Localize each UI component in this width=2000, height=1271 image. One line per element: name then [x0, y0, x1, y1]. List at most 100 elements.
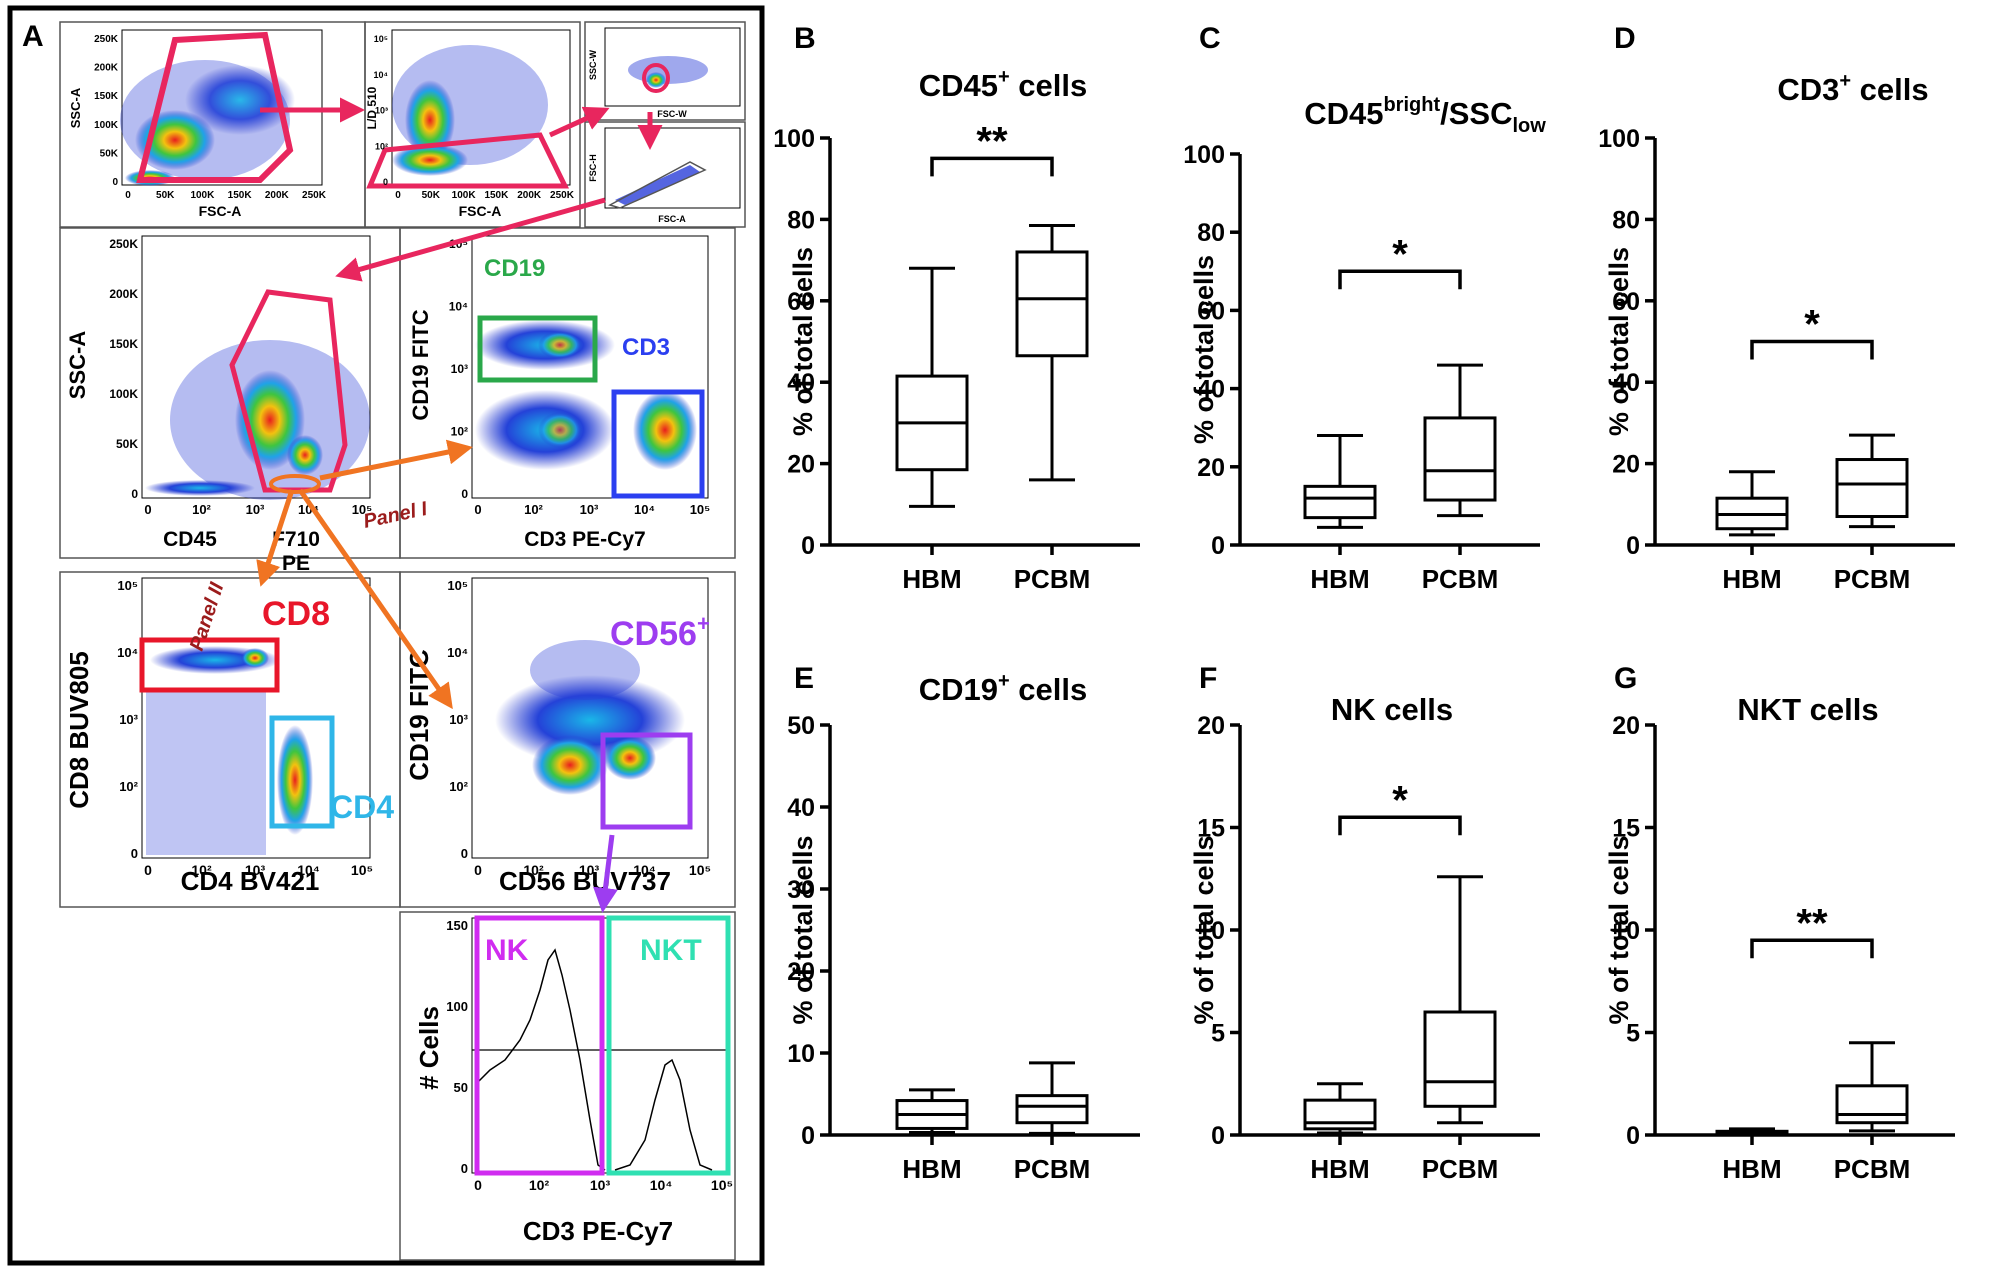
flow-xtick-label: 150K: [484, 190, 509, 201]
plot9-yticks: 150 100 50 0: [446, 918, 468, 1176]
flow-xtick-label: 10²: [529, 1177, 550, 1193]
x-category-label: HBM: [902, 564, 961, 594]
plot9-xlabel: CD3 PE-Cy7: [523, 1216, 673, 1246]
plot1-yticks: 250K 200K 150K 100K 50K 0: [94, 34, 119, 188]
box-hbm: [1715, 470, 1789, 537]
flow-ytick-label: 50: [454, 1080, 468, 1095]
arrow-to-cd4-cd8: [256, 489, 295, 587]
chart-title: CD3+ cells: [1777, 70, 1928, 107]
flow-ytick-label: 150: [446, 918, 468, 933]
box-pcbm: [1423, 363, 1497, 518]
significance-label: **: [976, 119, 1008, 163]
y-tick-label: 15: [1612, 815, 1640, 843]
panel-a: A SSC-A FSC-A 250K 200K 150K 100K 50K 0 0 50K 1…: [7, 5, 765, 1266]
plot6-xlabel: CD3 PE-Cy7: [524, 528, 645, 551]
arrow-to-histogram: [593, 834, 618, 913]
flow-xtick-label: 10²: [523, 862, 544, 878]
gate-cd19: [477, 315, 598, 383]
y-tick-label: 20: [787, 451, 815, 479]
flow-plot-cd3-cd19: CD19 CD3 CD19 FITC CD3 PE-Cy7 10⁵ 10⁴ 10³ 1…: [399, 227, 736, 559]
plot2-xticks: 0 50K 100K 150K 200K 250K: [395, 190, 575, 201]
significance-label: *: [1804, 303, 1820, 347]
plot3-ylabel: SSC-W: [588, 49, 598, 80]
plot8-yticks: 10⁵ 10⁴ 10³ 10² 0: [447, 578, 469, 861]
y-tick-label: 0: [1626, 532, 1640, 560]
plot7-xticks: 0 10² 10³ 10⁴ 10⁵: [144, 862, 373, 878]
flow-ytick-label: 200K: [94, 63, 119, 74]
y-tick-label: 60: [1612, 288, 1640, 316]
panel-letter: B: [794, 22, 816, 55]
flow-ytick-label: 0: [112, 177, 118, 188]
y-tick-label: 10: [1197, 917, 1225, 945]
plot4-xlabel: FSC-A: [658, 214, 686, 224]
plot9-ylabel: # Cells: [414, 1006, 444, 1090]
significance-bracket: [1750, 938, 1874, 959]
plot2-ylabel: L/D 510: [365, 86, 379, 129]
flow-ytick-label: 10⁴: [374, 70, 388, 80]
box-iqr: [1303, 484, 1377, 520]
flow-xtick-label: 50K: [156, 190, 175, 201]
gate-cd4: [269, 715, 335, 829]
chart-title: NK cells: [1331, 692, 1453, 727]
flow-xtick-label: 50K: [422, 190, 441, 201]
y-tick-label: 40: [1612, 369, 1640, 397]
plot7-xlabel: CD4 BV421: [181, 866, 320, 896]
panel-letter: D: [1614, 22, 1636, 55]
x-category-label: PCBM: [1834, 1154, 1911, 1184]
flow-xtick-label: 10⁴: [650, 1177, 673, 1193]
flow-xtick-label: 200K: [265, 190, 290, 201]
y-axis-label: % of total cells: [788, 835, 818, 1024]
flow-ytick-label: 150K: [109, 337, 138, 351]
flow-ytick-label: 10²: [375, 141, 388, 151]
flow-ytick-label: 200K: [109, 287, 138, 301]
panel-a-frame: [7, 5, 765, 1266]
flow-xtick-label: 0: [474, 502, 481, 517]
box-iqr: [1015, 250, 1089, 358]
flow-xtick-label: 100K: [452, 190, 477, 201]
flow-xtick-label: 200K: [517, 190, 542, 201]
panel-a-letter: A: [22, 20, 44, 53]
y-tick-label: 20: [1612, 451, 1640, 479]
flow-xtick-label: 10⁴: [633, 862, 656, 878]
plot5-ylabel: SSC-A: [65, 331, 90, 400]
flow-ytick-label: 0: [131, 846, 138, 861]
flow-xtick-label: 10⁵: [689, 862, 711, 878]
flow-ytick-label: 0: [461, 846, 468, 861]
flow-xtick-label: 10⁵: [711, 1177, 733, 1193]
flow-ytick-label: 10³: [375, 106, 388, 116]
y-tick-label: 80: [787, 206, 815, 234]
gate-cd8-label: CD8: [262, 595, 330, 633]
y-axis-label: % of total cells: [1189, 255, 1219, 444]
y-tick-label: 5: [1211, 1020, 1225, 1048]
flow-ytick-label: 100K: [109, 387, 138, 401]
flow-ytick-label: 10⁴: [117, 645, 138, 660]
plot7-ylabel: CD8 BUV805: [64, 651, 94, 809]
flow-plot-fsc-ssc: SSC-A FSC-A 250K 200K 150K 100K 50K 0 0 50K 100…: [59, 21, 366, 228]
y-tick-label: 100: [1598, 125, 1640, 153]
y-tick-label: 20: [1197, 712, 1225, 740]
box-iqr: [1835, 458, 1909, 519]
y-tick-label: 30: [787, 876, 815, 904]
gate-cd4-label: CD4: [330, 789, 394, 825]
flow-plot-cd45-ssc: SSC-A CD45 F710 PE 250K200K150K100K50K0 …: [59, 227, 401, 575]
flow-ytick-label: 250K: [94, 34, 119, 45]
flow-xtick-label: 0: [125, 190, 131, 201]
plot1-xticks: 0 50K 100K 150K 200K 250K: [125, 190, 327, 201]
gate-live-cells: [366, 132, 570, 189]
gate-lymph-fsc: [136, 31, 294, 183]
plot3-xlabel: FSC-W: [657, 109, 687, 119]
y-axis-label: % of total cells: [1189, 835, 1219, 1024]
plot5-yticks: 250K 200K 150K 100K 50K 0: [109, 237, 138, 501]
flow-plot-ssc-singlets: SSC-W FSC-W: [584, 21, 746, 121]
flow-xtick-label: 10³: [590, 1177, 611, 1193]
flow-plot-fsc-singlets: FSC-H FSC-A: [584, 121, 746, 228]
x-category-label: HBM: [1310, 1154, 1369, 1184]
flow-ytick-label: 0: [131, 487, 138, 501]
significance-bracket: [1338, 269, 1462, 290]
gate-ssc-singlets: [642, 63, 670, 93]
flow-ytick-label: 10⁵: [117, 578, 138, 593]
box-pcbm: [1015, 224, 1089, 482]
flow-plot-cd4-cd8: CD8 CD4 CD8 BUV805 CD4 BV421 10⁵10⁴10³10…: [59, 571, 401, 908]
flow-xtick-label: 10³: [246, 502, 265, 517]
plot1-ylabel: SSC-A: [68, 87, 83, 128]
